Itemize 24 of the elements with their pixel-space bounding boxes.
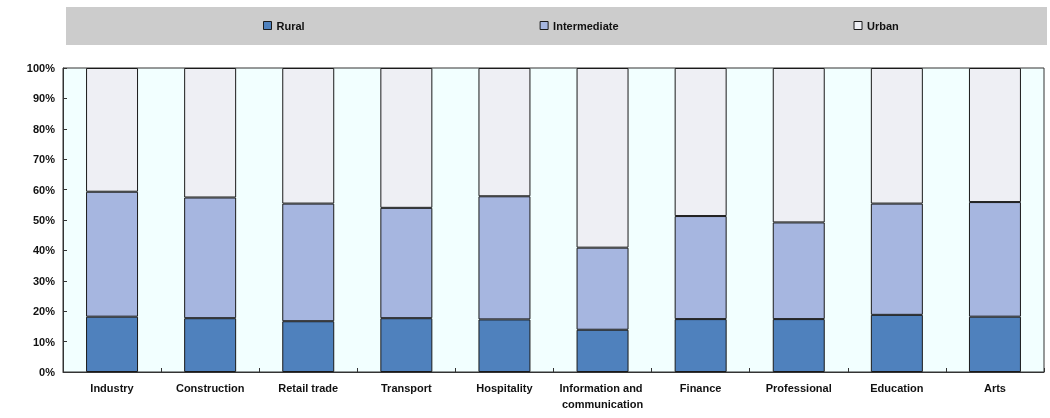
y-tick-label: 60% bbox=[32, 183, 56, 196]
x-tick-label: Transport bbox=[380, 382, 433, 394]
x-tick-label: Finance bbox=[679, 382, 722, 394]
x-tick-label: Industry bbox=[90, 382, 135, 394]
x-tick-label: Retail trade bbox=[278, 382, 339, 394]
y-tick-label: 50% bbox=[32, 214, 56, 226]
y-tick-label: 0% bbox=[39, 366, 56, 378]
y-tick-label: 70% bbox=[32, 153, 56, 166]
x-tick-label: Information and communication bbox=[559, 382, 646, 410]
y-tick-label: 100% bbox=[26, 62, 56, 74]
legend-label: Intermediate bbox=[553, 19, 619, 32]
x-tick-label: Professional bbox=[765, 382, 832, 394]
y-tick-label: 20% bbox=[32, 305, 56, 318]
y-tick-label: 30% bbox=[32, 274, 56, 287]
x-tick-label: Construction bbox=[175, 382, 245, 394]
x-tick-label: Education bbox=[870, 382, 924, 394]
x-tick-label: Hospitality bbox=[476, 382, 534, 394]
y-tick-label: 40% bbox=[32, 244, 56, 257]
y-tick-label: 80% bbox=[32, 122, 56, 135]
y-tick-label: 10% bbox=[32, 335, 56, 348]
x-tick-label: Arts bbox=[983, 382, 1006, 394]
legend-label: Rural bbox=[276, 19, 305, 32]
legend-label: Urban bbox=[867, 19, 900, 32]
y-tick-label: 90% bbox=[32, 92, 56, 105]
